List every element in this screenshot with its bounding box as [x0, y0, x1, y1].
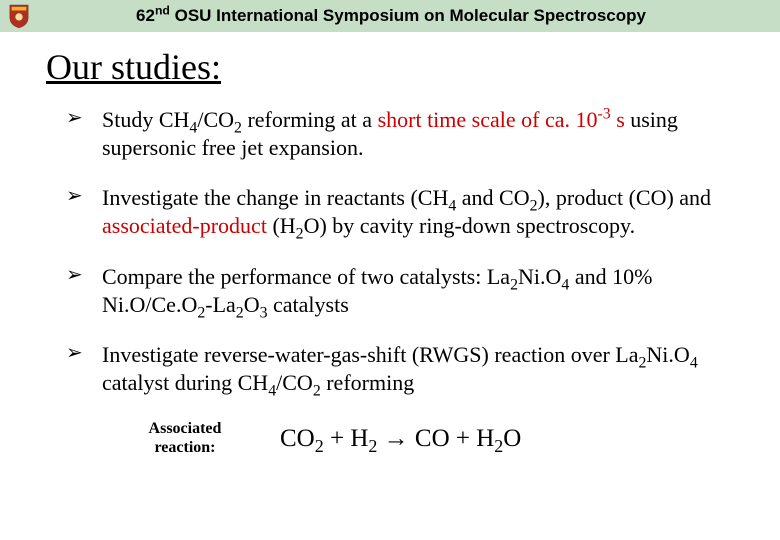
university-crest-icon: [8, 3, 30, 29]
bullet-list: Study CH4/CO2 reforming at a short time …: [0, 106, 780, 397]
header-title: 62nd OSU International Symposium on Mole…: [30, 6, 772, 26]
bullet-item: Compare the performance of two catalysts…: [66, 263, 740, 319]
bullet-item: Investigate reverse-water-gas-shift (RWG…: [66, 341, 740, 397]
associated-reaction-label: Associated reaction:: [130, 419, 240, 457]
header-title-sup: nd: [155, 3, 170, 17]
header-bar: 62nd OSU International Symposium on Mole…: [0, 0, 780, 32]
slide-title: Our studies:: [46, 46, 780, 88]
associated-reaction-equation: CO2 + H2 → CO + H2O: [280, 424, 521, 453]
header-title-pre: 62: [136, 6, 155, 25]
header-title-post: OSU International Symposium on Molecular…: [170, 6, 646, 25]
bullet-item: Investigate the change in reactants (CH4…: [66, 184, 740, 240]
associated-reaction-row: Associated reaction: CO2 + H2 → CO + H2O: [0, 419, 780, 457]
bullet-item: Study CH4/CO2 reforming at a short time …: [66, 106, 740, 162]
